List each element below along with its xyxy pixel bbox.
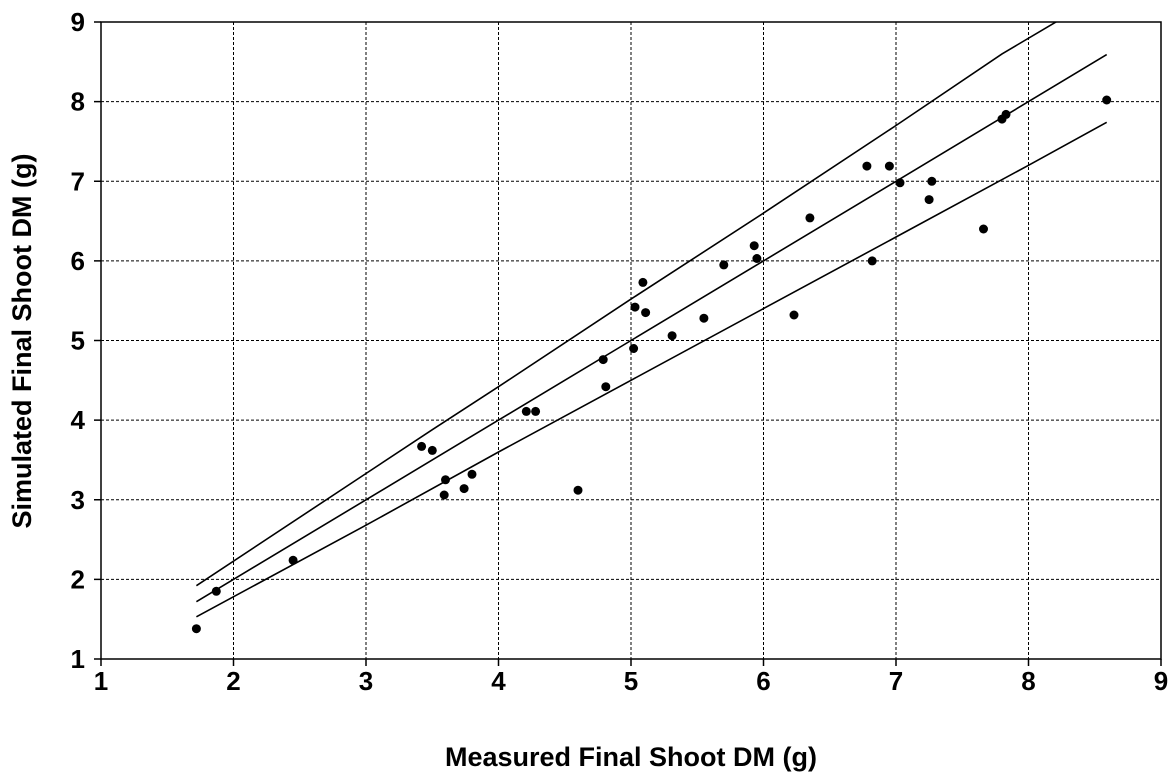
data-point <box>1002 110 1011 119</box>
x-tick-label: 1 <box>94 666 108 696</box>
x-tick-label: 9 <box>1154 666 1168 696</box>
data-point <box>428 446 437 455</box>
data-point <box>417 442 426 451</box>
data-point <box>601 382 610 391</box>
y-axis-title: Simulated Final Shoot DM (g) <box>7 154 37 529</box>
y-tick-labels: 1 2 3 4 5 6 7 8 9 <box>71 7 86 674</box>
x-tick-label: 2 <box>226 666 240 696</box>
x-tick-label: 7 <box>889 666 903 696</box>
data-point <box>599 355 608 364</box>
y-tick-label: 9 <box>71 7 85 37</box>
data-point <box>699 314 708 323</box>
data-point <box>896 178 905 187</box>
data-point <box>927 177 936 186</box>
x-tick-label: 5 <box>624 666 638 696</box>
data-point <box>440 491 449 500</box>
data-point <box>468 470 477 479</box>
data-point <box>979 225 988 234</box>
y-tick-label: 4 <box>71 405 86 435</box>
data-point <box>752 254 761 263</box>
data-point <box>868 256 877 265</box>
data-point <box>1102 96 1111 105</box>
y-tick-label: 6 <box>71 246 85 276</box>
data-point <box>574 486 583 495</box>
data-point <box>289 556 298 565</box>
data-point <box>719 260 728 269</box>
data-point <box>212 587 221 596</box>
data-point <box>805 213 814 222</box>
data-point <box>631 303 640 312</box>
data-point <box>460 484 469 493</box>
data-point <box>790 311 799 320</box>
y-tick-label: 8 <box>71 87 85 117</box>
data-point <box>668 331 677 340</box>
data-point <box>750 241 759 250</box>
data-point <box>641 308 650 317</box>
data-point <box>885 162 894 171</box>
y-tick-label: 7 <box>71 166 85 196</box>
y-tick-label: 2 <box>71 564 85 594</box>
data-point <box>531 407 540 416</box>
data-point <box>638 278 647 287</box>
y-tick-label: 3 <box>71 485 85 515</box>
data-point <box>522 407 531 416</box>
data-point <box>441 475 450 484</box>
x-tick-label: 4 <box>491 666 506 696</box>
x-tick-label: 8 <box>1021 666 1035 696</box>
data-point <box>862 162 871 171</box>
y-tick-label: 1 <box>71 644 85 674</box>
y-tick-label: 5 <box>71 326 85 356</box>
x-tick-label: 3 <box>359 666 373 696</box>
data-point <box>629 344 638 353</box>
x-tick-label: 6 <box>756 666 770 696</box>
data-point <box>925 195 934 204</box>
x-axis-title: Measured Final Shoot DM (g) <box>445 742 817 772</box>
data-point <box>192 624 201 633</box>
